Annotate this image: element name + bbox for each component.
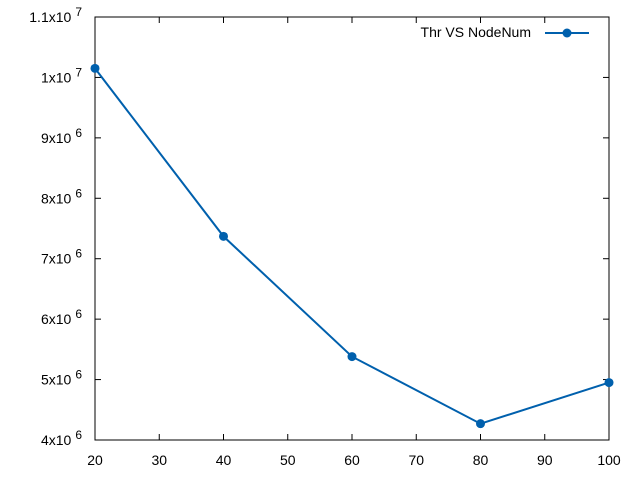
y-tick-mantissa: 8x10 — [41, 190, 72, 206]
x-tick-label: 60 — [344, 452, 360, 468]
x-tick-label: 30 — [151, 452, 167, 468]
y-tick-exponent: 6 — [75, 307, 82, 321]
data-point — [347, 352, 357, 362]
y-tick-mantissa: 1x10 — [41, 69, 72, 85]
x-tick-label: 50 — [280, 452, 296, 468]
y-tick-label: 4x10 6 — [41, 428, 82, 448]
y-tick-exponent: 6 — [75, 428, 82, 442]
x-tick-label: 90 — [537, 452, 553, 468]
data-point — [219, 231, 228, 241]
y-tick-label: 9x10 6 — [41, 126, 82, 146]
y-tick-mantissa: 4x10 — [41, 432, 72, 448]
legend-label: Thr VS NodeNum — [421, 24, 531, 40]
y-tick-label: 1.1x10 7 — [29, 5, 82, 25]
data-point — [604, 378, 614, 388]
data-point — [90, 63, 100, 73]
y-tick-mantissa: 1.1x10 — [29, 9, 71, 25]
y-tick-label: 1x10 7 — [41, 65, 82, 85]
y-tick-label: 7x10 6 — [41, 247, 82, 267]
y-tick-exponent: 7 — [75, 65, 82, 79]
y-tick-label: 6x10 6 — [41, 307, 82, 327]
y-tick-exponent: 6 — [75, 368, 82, 382]
y-tick-mantissa: 5x10 — [41, 372, 72, 388]
x-tick-label: 20 — [87, 452, 103, 468]
y-tick-mantissa: 9x10 — [41, 130, 72, 146]
y-tick-mantissa: 7x10 — [41, 251, 72, 267]
y-tick-label: 5x10 6 — [41, 368, 82, 388]
legend-marker — [562, 28, 572, 38]
x-axis-ticks: 20 30 40 50 60 70 80 90 100 — [87, 17, 621, 468]
legend: Thr VS NodeNum — [421, 24, 589, 40]
y-tick-exponent: 7 — [75, 5, 82, 19]
data-point — [476, 419, 485, 429]
x-tick-label: 100 — [597, 452, 621, 468]
x-tick-label: 40 — [216, 452, 232, 468]
series-line — [94, 67, 610, 425]
y-tick-exponent: 6 — [75, 247, 82, 261]
y-tick-mantissa: 6x10 — [41, 311, 72, 327]
y-tick-exponent: 6 — [75, 126, 82, 140]
y-tick-exponent: 6 — [75, 186, 82, 200]
y-tick-label: 8x10 6 — [41, 186, 82, 206]
series-layer — [90, 63, 614, 429]
plot-frame — [94, 16, 610, 441]
x-tick-label: 70 — [408, 452, 424, 468]
x-tick-label: 80 — [473, 452, 489, 468]
